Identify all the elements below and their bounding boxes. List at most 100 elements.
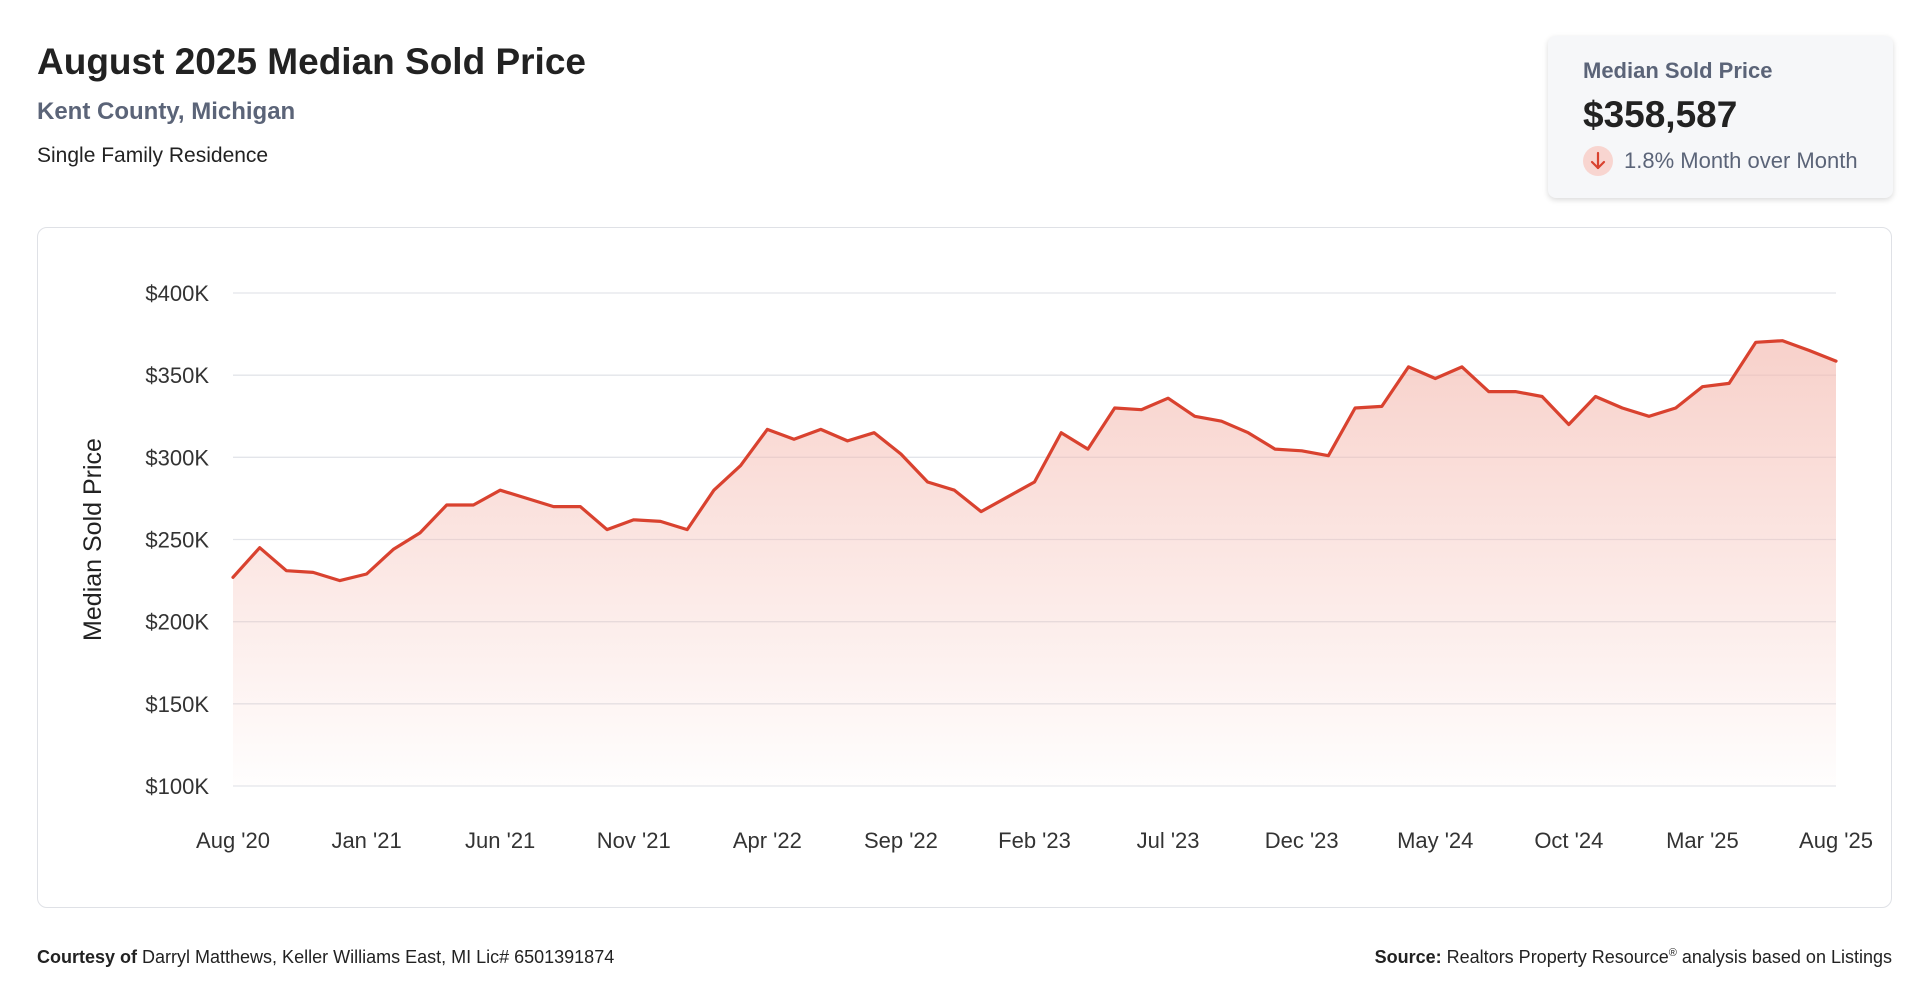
chart-container: $100K $150K $200K $250K $300K $350K $400K Aug '…: [37, 227, 1892, 908]
data-point[interactable]: [467, 499, 479, 511]
data-point[interactable]: [1696, 381, 1708, 393]
data-point[interactable]: [548, 501, 560, 513]
data-point[interactable]: [334, 575, 346, 587]
data-point[interactable]: [1109, 402, 1121, 414]
data-point[interactable]: [1269, 443, 1281, 455]
kpi-change-text: 1.8% Month over Month: [1624, 148, 1858, 173]
y-axis-label: Median Sold Price: [79, 438, 107, 641]
header: August 2025 Median Sold Price Kent Count…: [37, 40, 586, 168]
data-point[interactable]: [1216, 415, 1228, 427]
kpi-change: 1.8% Month over Month: [1583, 146, 1893, 176]
y-tick-label: $100K: [145, 774, 209, 799]
data-point[interactable]: [1777, 335, 1789, 347]
y-tick-label: $250K: [145, 528, 209, 553]
x-tick-label: Apr '22: [733, 828, 802, 853]
source-suffix: analysis based on Listings: [1676, 947, 1892, 967]
data-point[interactable]: [1590, 391, 1602, 403]
courtesy-text: Darryl Matthews, Keller Williams East, M…: [142, 947, 615, 967]
courtesy-label: Courtesy of: [37, 947, 138, 967]
registered-mark: ®: [1668, 947, 1677, 959]
source-text: Realtors Property Resource: [1446, 947, 1669, 967]
x-tick-label: Sep '22: [864, 828, 938, 853]
data-point[interactable]: [494, 484, 506, 496]
data-point[interactable]: [1055, 427, 1067, 439]
x-tick-label: Oct '24: [1534, 828, 1603, 853]
data-point[interactable]: [601, 524, 613, 536]
data-point[interactable]: [1536, 391, 1548, 403]
data-point[interactable]: [1643, 410, 1655, 422]
courtesy-footer: Courtesy of Darryl Matthews, Keller Will…: [37, 947, 614, 968]
x-tick-label: Mar '25: [1666, 828, 1739, 853]
data-point[interactable]: [280, 565, 292, 577]
kpi-value: $358,587: [1583, 94, 1738, 135]
data-point[interactable]: [1082, 443, 1094, 455]
price-line: [231, 339, 1838, 583]
data-point[interactable]: [1189, 410, 1201, 422]
data-point[interactable]: [387, 543, 399, 555]
data-point[interactable]: [788, 433, 800, 445]
data-point[interactable]: [1616, 402, 1628, 414]
data-point[interactable]: [1750, 336, 1762, 348]
data-point[interactable]: [1162, 392, 1174, 404]
data-point[interactable]: [1242, 427, 1254, 439]
property-type-label: Single Family Residence: [37, 144, 269, 168]
data-point[interactable]: [922, 476, 934, 488]
x-tick-label: Aug '20: [196, 828, 270, 853]
data-point[interactable]: [1002, 491, 1014, 503]
data-point[interactable]: [1563, 418, 1575, 430]
data-point[interactable]: [1803, 345, 1815, 357]
data-point[interactable]: [574, 501, 586, 513]
data-point[interactable]: [1135, 404, 1147, 416]
data-point[interactable]: [868, 427, 880, 439]
data-point[interactable]: [1830, 355, 1842, 367]
x-tick-label: Feb '23: [998, 828, 1071, 853]
arrow-down-icon: [1583, 146, 1613, 176]
x-tick-label: Jan '21: [331, 828, 401, 853]
x-tick-label: Aug '25: [1799, 828, 1873, 853]
data-point[interactable]: [1403, 361, 1415, 373]
data-point[interactable]: [441, 499, 453, 511]
y-tick-label: $400K: [145, 281, 209, 306]
location-label: Kent County, Michigan: [37, 98, 296, 126]
data-point[interactable]: [1723, 377, 1735, 389]
data-point[interactable]: [761, 423, 773, 435]
y-tick-label: $150K: [145, 692, 209, 717]
data-point[interactable]: [254, 542, 266, 554]
data-point[interactable]: [1456, 361, 1468, 373]
y-tick-label: $300K: [145, 445, 209, 470]
data-point[interactable]: [815, 423, 827, 435]
data-point[interactable]: [1349, 402, 1361, 414]
data-point[interactable]: [227, 571, 239, 583]
y-tick-label: $200K: [145, 610, 209, 635]
data-point[interactable]: [307, 566, 319, 578]
data-point[interactable]: [1029, 476, 1041, 488]
x-tick-label: Dec '23: [1265, 828, 1339, 853]
data-point[interactable]: [654, 515, 666, 527]
data-point[interactable]: [681, 524, 693, 536]
median-price-chart: $100K $150K $200K $250K $300K $350K $400K Aug '…: [79, 281, 1873, 853]
data-point[interactable]: [1322, 450, 1334, 462]
data-point[interactable]: [948, 484, 960, 496]
data-point[interactable]: [1670, 402, 1682, 414]
price-area: [233, 340, 1836, 786]
data-point[interactable]: [361, 568, 373, 580]
data-point[interactable]: [841, 435, 853, 447]
data-point[interactable]: [708, 484, 720, 496]
x-tick-label: Jul '23: [1137, 828, 1200, 853]
data-point[interactable]: [521, 492, 533, 504]
data-point[interactable]: [975, 506, 987, 518]
data-point[interactable]: [735, 460, 747, 472]
data-point[interactable]: [1296, 445, 1308, 457]
page-title: August 2025 Median Sold Price: [37, 41, 586, 82]
x-tick-label: Nov '21: [597, 828, 671, 853]
data-point[interactable]: [895, 448, 907, 460]
y-tick-label: $350K: [145, 363, 209, 388]
data-point[interactable]: [1376, 400, 1388, 412]
data-point[interactable]: [1509, 386, 1521, 398]
data-point[interactable]: [1429, 372, 1441, 384]
source-footer: Source: Realtors Property Resource® anal…: [1375, 947, 1892, 968]
data-point[interactable]: [628, 514, 640, 526]
data-point[interactable]: [1483, 386, 1495, 398]
source-label: Source:: [1374, 947, 1442, 967]
data-point[interactable]: [414, 527, 426, 539]
